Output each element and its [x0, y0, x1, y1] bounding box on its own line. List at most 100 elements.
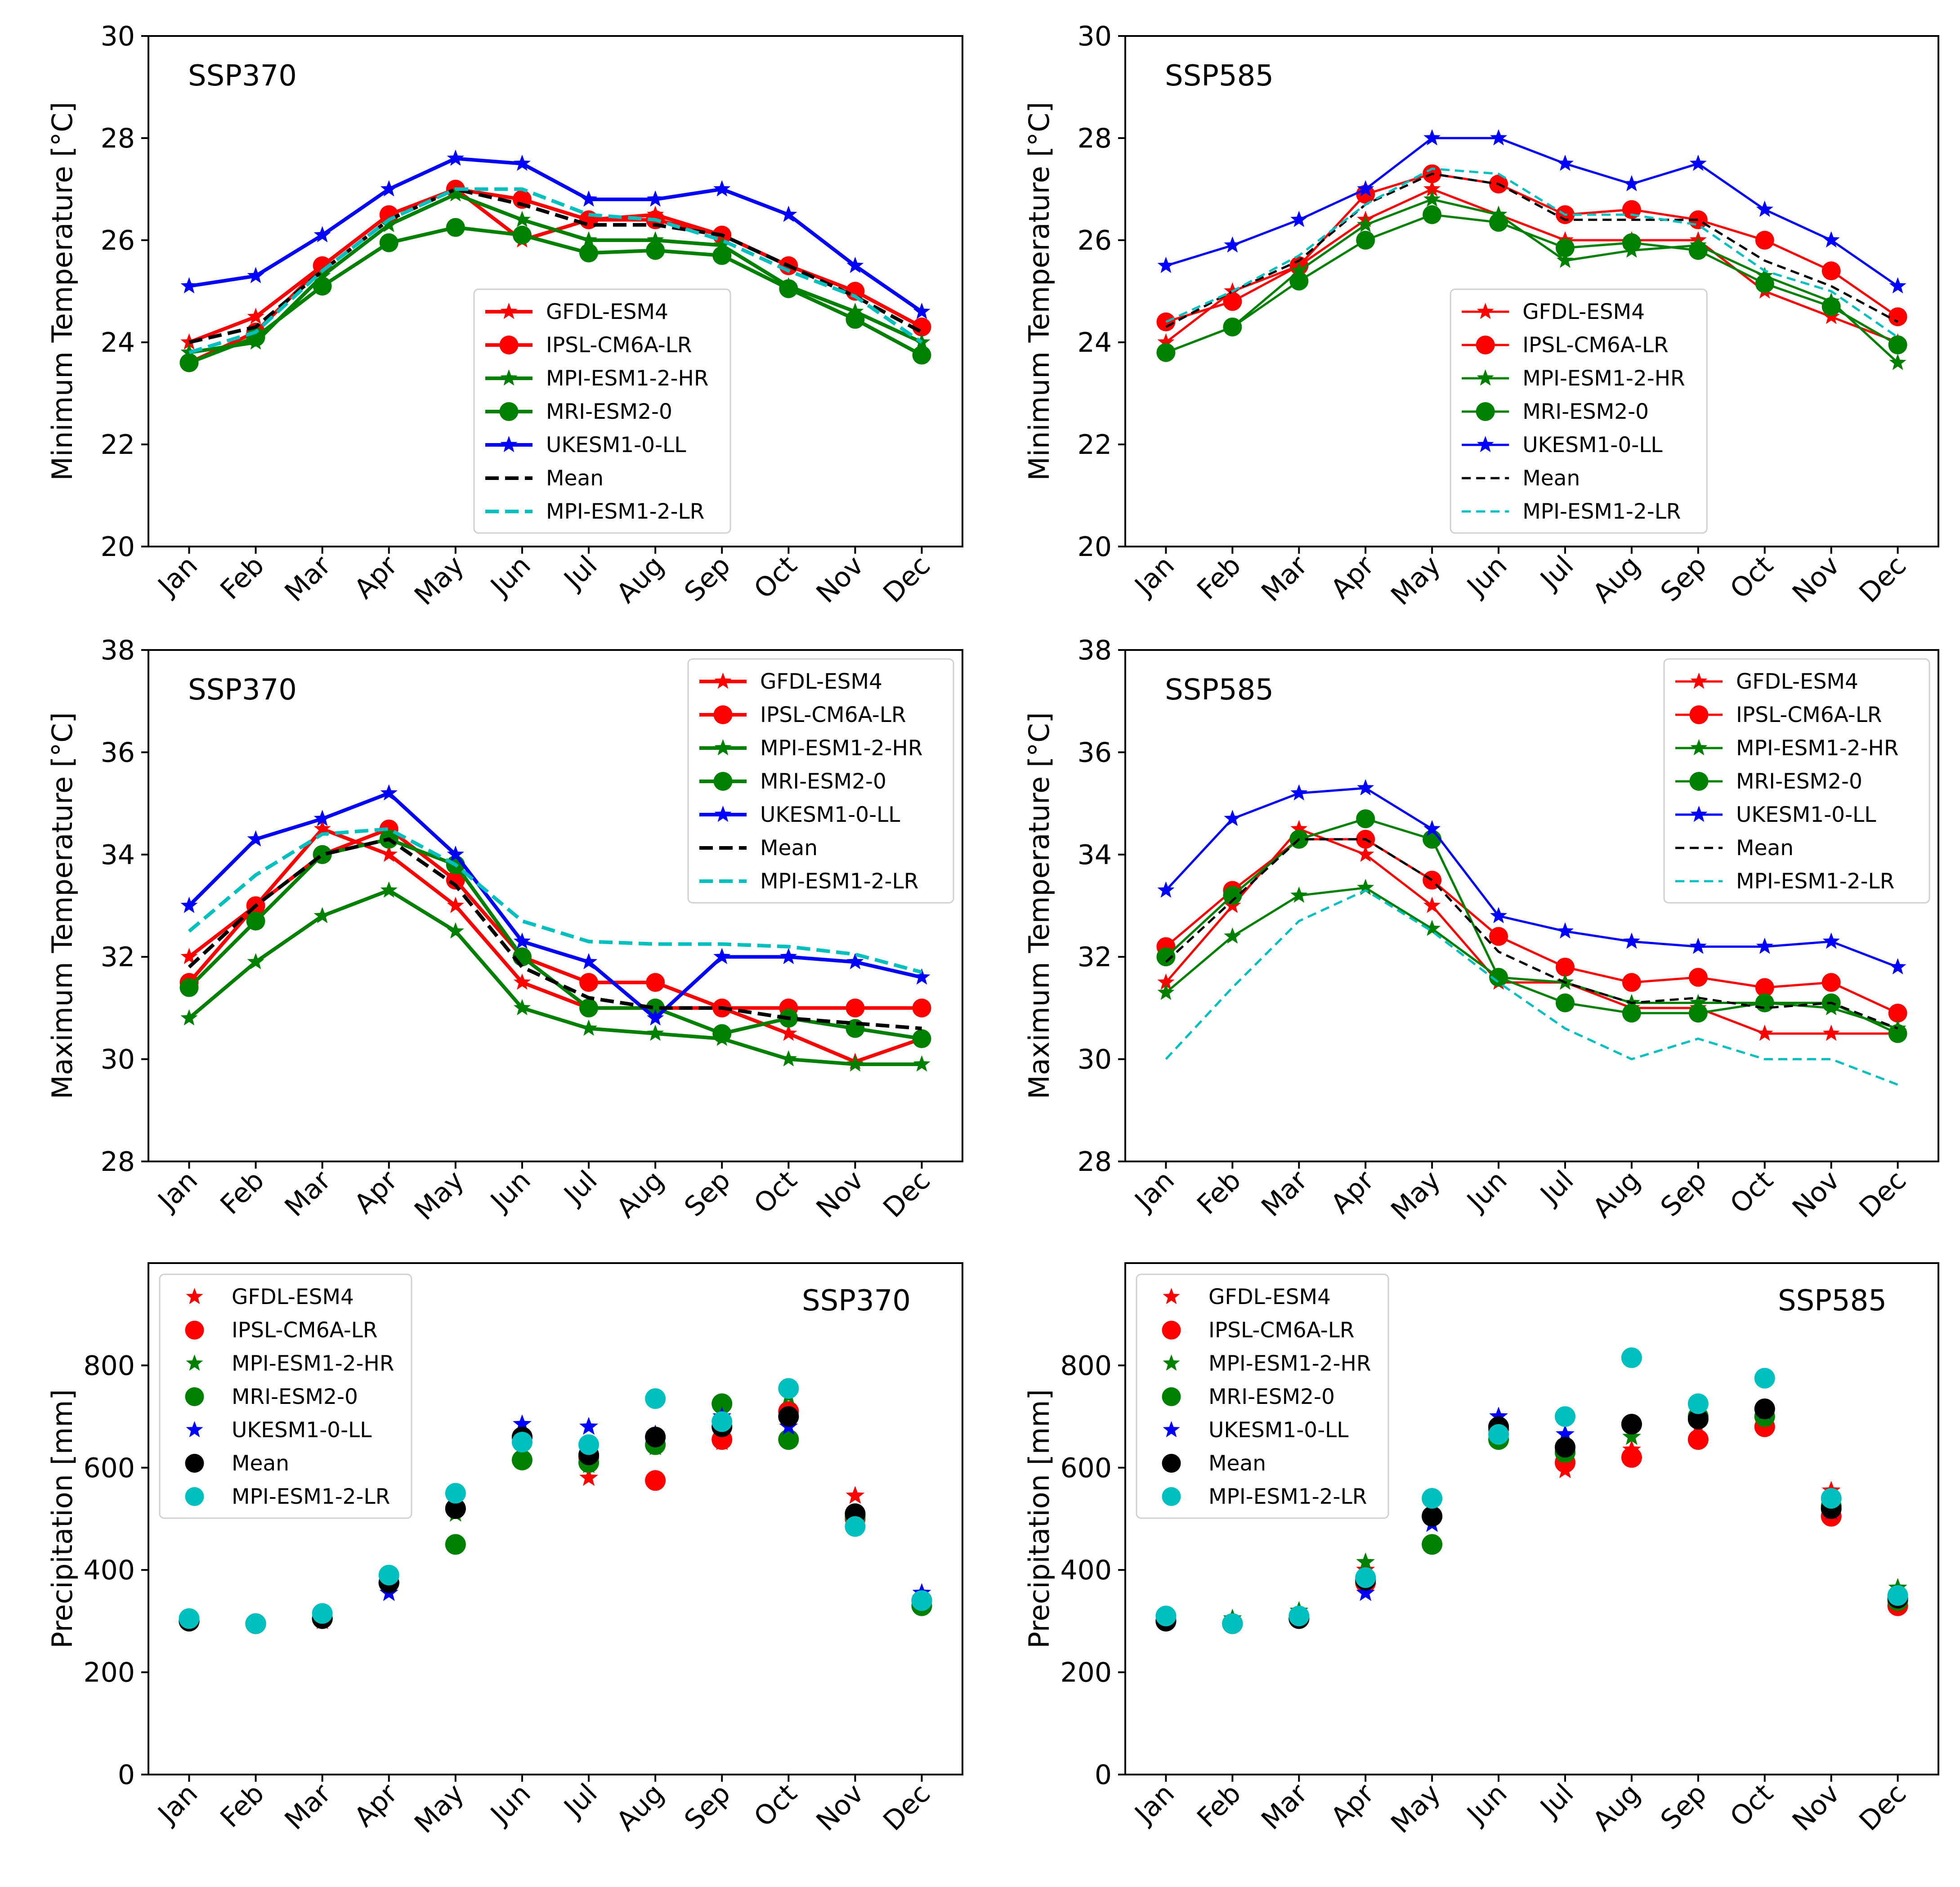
data-point	[1889, 958, 1906, 975]
data-point	[1157, 973, 1175, 990]
data-point	[1556, 922, 1574, 939]
data-point	[845, 1516, 866, 1537]
data-point	[1622, 973, 1641, 992]
data-point	[1356, 231, 1375, 250]
data-point	[846, 953, 864, 969]
y-tick-label: 28	[101, 123, 135, 154]
x-tick-label: Sep	[1655, 1778, 1713, 1836]
legend-label: IPSL-CM6A-LR	[1208, 1318, 1355, 1343]
data-point	[1756, 937, 1773, 954]
data-point	[647, 231, 664, 248]
legend-marker	[1689, 772, 1709, 791]
series-line	[1165, 198, 1899, 364]
x-tick-label: Feb	[1191, 1778, 1247, 1834]
x-tick-label: Jan	[1128, 550, 1181, 603]
x-tick-label: Oct	[1724, 1165, 1779, 1220]
axes-frame	[1124, 649, 1939, 1162]
axes-frame	[148, 649, 963, 1162]
y-axis-label: Precipitation [mm]	[46, 1389, 79, 1648]
data-point	[511, 1449, 533, 1470]
data-point	[780, 1024, 797, 1041]
panel-title: SSP585	[1165, 59, 1274, 93]
legend-marker	[186, 1288, 203, 1304]
x-tick-label: Dec	[877, 1778, 937, 1837]
data-point	[1157, 881, 1175, 898]
legend-label: MRI-ESM2-0	[1522, 399, 1649, 424]
data-point	[1224, 927, 1241, 944]
data-point	[313, 277, 332, 296]
legend-marker	[499, 402, 519, 421]
series-line	[1165, 787, 1898, 968]
legend-label: MRI-ESM2-0	[1208, 1385, 1335, 1409]
series-MPI-ESM1-2-LR	[179, 1378, 932, 1634]
series-line	[188, 827, 922, 974]
series-MPI-ESM1-2-LR	[188, 827, 922, 974]
legend-marker	[500, 369, 518, 386]
data-point	[1223, 317, 1242, 336]
data-point	[780, 948, 797, 964]
series-line	[188, 192, 923, 354]
legend-label: UKESM1-0-LL	[1208, 1418, 1348, 1443]
data-point	[579, 243, 599, 263]
x-tick-label: Feb	[1191, 1165, 1247, 1221]
series-line	[1165, 137, 1899, 287]
x-tick-label: Aug	[610, 1165, 670, 1224]
y-tick-label: 34	[1078, 839, 1112, 871]
data-point	[712, 1411, 733, 1432]
x-tick-label: Nov	[1786, 550, 1846, 609]
data-point	[1888, 307, 1907, 327]
series-UKESM1-0-LL	[1157, 779, 1906, 975]
data-point	[247, 830, 264, 847]
data-point	[1555, 238, 1575, 258]
legend: GFDL-ESM4 IPSL-CM6A-LR MPI-ESM1-2-HR MRI-ES…	[687, 658, 954, 904]
data-point	[580, 231, 598, 248]
series-UKESM1-0-LL	[1157, 129, 1906, 294]
x-tick-label: Jun	[1460, 550, 1513, 603]
x-tick-label: May	[1385, 550, 1447, 611]
legend-marker	[1690, 672, 1708, 689]
y-tick-label: 200	[83, 1657, 135, 1689]
data-point	[512, 225, 532, 245]
data-point	[1223, 886, 1242, 905]
legend-marker	[1477, 436, 1494, 453]
data-point	[1887, 1585, 1908, 1606]
legend-label: IPSL-CM6A-LR	[546, 333, 692, 358]
legend-marker	[1163, 1288, 1180, 1304]
data-point	[1888, 1004, 1907, 1023]
data-point	[1622, 1004, 1641, 1023]
data-point	[911, 1590, 932, 1611]
data-point	[447, 896, 464, 913]
x-tick-label: Jan	[151, 1778, 204, 1831]
x-tick-label: Apr	[1325, 1778, 1380, 1833]
data-point	[846, 282, 865, 301]
x-tick-label: Jan	[151, 550, 204, 603]
series-Mean	[1165, 172, 1898, 328]
series-MPI-ESM1-2-LR	[1155, 1347, 1908, 1634]
series-line	[1165, 172, 1899, 323]
y-tick-label: 22	[1078, 429, 1112, 461]
data-point	[1555, 993, 1575, 1013]
series-UKESM1-0-LL	[180, 149, 931, 319]
series-line	[1165, 889, 1898, 1086]
data-point	[447, 922, 464, 939]
data-point	[446, 218, 465, 237]
y-tick-label: 30	[101, 1044, 135, 1076]
data-point	[1689, 154, 1707, 171]
data-point	[1888, 335, 1907, 354]
data-point	[245, 1613, 266, 1634]
x-tick-label: Mar	[279, 1165, 337, 1223]
series-Mean	[1165, 838, 1898, 1030]
data-point	[1554, 1406, 1575, 1427]
x-tick-label: Sep	[678, 550, 736, 608]
x-tick-label: Aug	[1587, 1778, 1646, 1837]
y-tick-label: 28	[1078, 123, 1112, 154]
x-tick-label: Dec	[877, 1165, 937, 1224]
data-point	[1689, 994, 1707, 1010]
data-point	[313, 810, 331, 826]
data-point	[1754, 1367, 1775, 1389]
legend-label: Mean	[1208, 1451, 1266, 1476]
x-tick-label: Oct	[748, 1165, 803, 1220]
data-point	[1423, 820, 1441, 837]
legend-label: GFDL-ESM4	[546, 300, 668, 324]
data-point	[1623, 175, 1640, 192]
